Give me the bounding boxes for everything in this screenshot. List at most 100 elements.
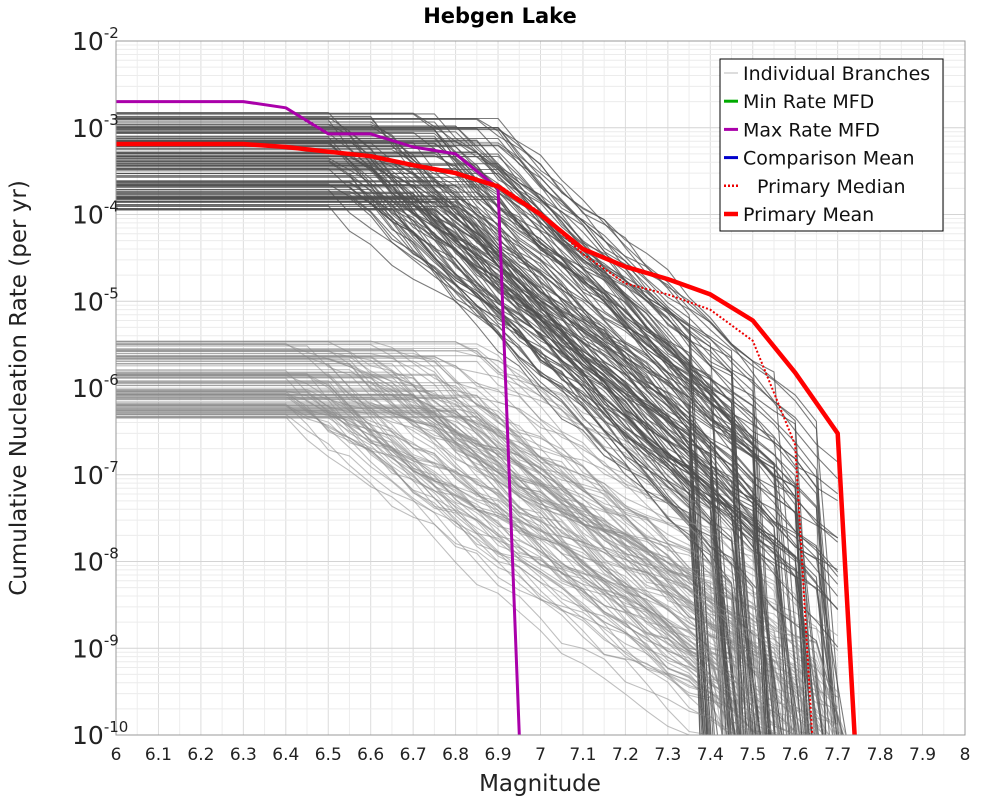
individual-branch-line [116,153,776,736]
y-tick-label: 10-6 [72,371,119,403]
x-tick-label: 6.7 [400,745,427,765]
legend-label: Primary Median [757,176,906,198]
individual-branch-line [116,139,769,736]
individual-branch-line [116,112,839,495]
individual-branch-line [116,167,838,502]
individual-branch-line [116,340,806,736]
individual-branch-line [116,188,820,736]
individual-branch-line [116,398,743,736]
individual-branch-line [116,395,749,736]
x-tick-label: 6.5 [315,745,342,765]
y-tick-label: 10-3 [72,111,119,143]
individual-branch-line [116,176,759,736]
individual-branch-line [116,343,768,736]
individual-branch-line [116,116,782,736]
individual-branch-line [116,186,807,736]
x-axis-title: Magnitude [479,771,601,797]
x-tick-label: 7.9 [909,745,936,765]
chart-title: Hebgen Lake [423,4,577,28]
individual-branch-line [116,129,803,736]
y-tick-label: 10-9 [72,631,119,663]
x-tick-label: 7.5 [739,745,766,765]
legend-label: Individual Branches [743,63,930,85]
individual-branch-line [116,146,744,736]
series-layer [116,100,857,736]
y-tick-label: 10-2 [72,24,119,56]
x-tick-label: 7.4 [697,745,724,765]
legend-box [719,58,944,232]
individual-branch-line [116,382,731,736]
legend-label: Comparison Mean [743,148,915,170]
individual-branch-line [116,205,839,597]
individual-branch-line [116,204,783,736]
x-tick-label: 6.1 [145,745,172,765]
individual-branch-line [116,161,772,736]
individual-branch-line [116,394,838,698]
individual-branch-line [116,197,761,736]
individual-branch-line [116,350,751,736]
individual-branch-line [116,402,769,736]
tick-label-layer: 6 6.1 6.2 6.3 6.4 6.5 6.6 6.7 6.8 6.9 7 7.1 7.2 7.3 7.… [72,24,970,765]
individual-branch-line [116,374,802,736]
y-tick-label: 10-10 [72,718,128,750]
x-tick-label: 6.2 [187,745,214,765]
x-tick-label: 6.9 [485,745,512,765]
individual-branch-line [116,380,800,736]
individual-branch-line [116,356,764,736]
individual-branch-line [116,191,770,736]
plot-frame [115,40,966,736]
x-tick-label: 7.2 [612,745,639,765]
individual-branch-line [116,363,731,736]
x-tick-label: 7.6 [782,745,809,765]
individual-branch-line [116,385,809,736]
x-tick-label: 6.4 [272,745,299,765]
individual-branch-line [116,175,754,736]
individual-branch-line [116,365,805,736]
legend-label: Min Rate MFD [743,91,874,113]
individual-branch-line [116,205,704,736]
individual-branch-line [116,168,839,573]
individual-branch-line [116,373,823,736]
individual-branch-line [116,413,803,736]
individual-branch-line [116,349,744,736]
individual-branches-layer [116,111,847,736]
legend-label: Primary Mean [743,204,874,226]
legend: Individual Branches Min Rate MFD Max Rate … [719,58,944,232]
individual-branch-line [116,180,837,736]
individual-branch-line [116,403,729,736]
x-tick-label: 7 [535,745,546,765]
x-tick-label: 6 [111,745,122,765]
y-tick-label: 10-7 [72,458,119,490]
individual-branch-line [116,121,744,736]
individual-branch-line [116,393,783,736]
individual-branch-line [116,181,757,736]
y-tick-label: 10-4 [72,198,119,230]
individual-branch-line [116,355,751,736]
x-tick-label: 8 [960,745,971,765]
individual-branch-line [116,347,779,736]
individual-branch-line [116,140,772,736]
y-tick-label: 10-8 [72,545,119,577]
x-tick-label: 7.7 [824,745,851,765]
individual-branch-line [116,404,838,736]
individual-branch-line [116,410,837,736]
primary-mean-line [116,141,857,736]
x-tick-label: 7.1 [569,745,596,765]
primary-median-line [116,143,814,736]
individual-branch-line [116,163,754,736]
individual-branch-line [116,396,736,736]
individual-branch-line [116,405,748,736]
x-tick-label: 6.6 [357,745,384,765]
individual-branch-line [116,195,813,736]
individual-branch-line [116,117,714,736]
y-tick-label: 10-5 [72,284,119,316]
individual-branch-line [116,409,731,736]
y-axis-title: Cumulative Nucleation Rate (per yr) [6,180,32,596]
max-rate-mfd-line [116,100,521,736]
individual-branch-line [116,166,734,736]
x-tick-label: 7.8 [867,745,894,765]
individual-branch-line [116,408,759,736]
individual-branch-line [116,383,781,736]
individual-branch-line [116,373,845,736]
